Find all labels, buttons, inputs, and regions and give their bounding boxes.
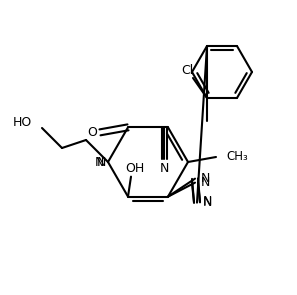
Text: N: N xyxy=(201,176,210,189)
Text: N: N xyxy=(95,155,104,168)
Text: N: N xyxy=(97,157,106,170)
Text: N: N xyxy=(203,195,212,208)
Text: Cl: Cl xyxy=(181,65,193,78)
Text: N: N xyxy=(201,172,210,185)
Text: CH₃: CH₃ xyxy=(226,150,248,163)
Text: N: N xyxy=(159,162,169,175)
Text: HO: HO xyxy=(13,117,32,130)
Text: N: N xyxy=(203,196,212,209)
Text: O: O xyxy=(87,126,97,139)
Text: OH: OH xyxy=(125,162,145,175)
